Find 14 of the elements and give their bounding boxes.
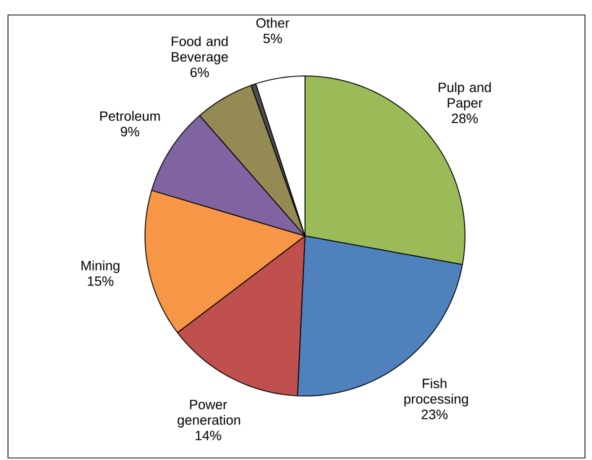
data-label: 15% <box>88 276 114 286</box>
slice-label: Fish processing <box>404 378 468 406</box>
slice-label: Power generation <box>178 400 240 428</box>
data-label: 6% <box>190 68 209 78</box>
data-label: 14% <box>196 430 222 440</box>
data-label: 23% <box>422 410 448 420</box>
data-label: 28% <box>452 114 478 124</box>
data-label: 5% <box>263 34 282 44</box>
data-label: 9% <box>120 126 140 136</box>
slice-label: Other <box>256 18 290 28</box>
slice-label: Mining <box>82 260 120 274</box>
slice-label: Petroleum <box>100 110 160 121</box>
slice-label: Food and Beverage <box>172 36 228 64</box>
slice-label: Pulp and Paper <box>438 82 491 110</box>
